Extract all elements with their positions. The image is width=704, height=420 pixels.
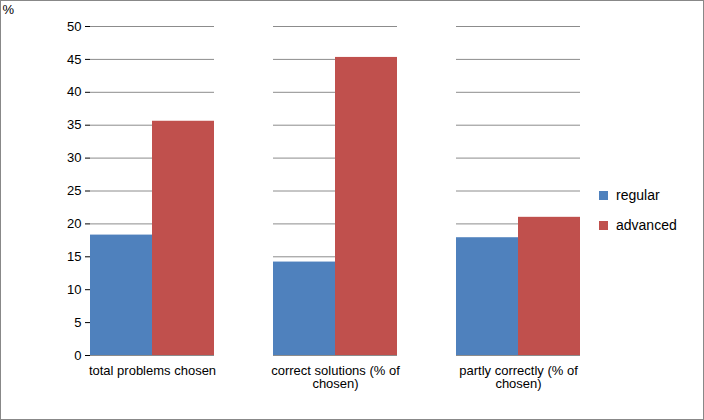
svg-text:%: % <box>3 2 15 17</box>
svg-text:15: 15 <box>67 249 81 264</box>
svg-text:30: 30 <box>67 150 81 165</box>
svg-text:45: 45 <box>67 52 81 67</box>
svg-text:25: 25 <box>67 183 81 198</box>
svg-text:5: 5 <box>74 315 81 330</box>
svg-text:10: 10 <box>67 282 81 297</box>
html-text:regular: regular <box>616 187 660 203</box>
svg-text:40: 40 <box>67 84 81 99</box>
svg-text:0: 0 <box>74 348 81 363</box>
svg-text:total problems chosen: total problems chosen <box>89 363 216 378</box>
svg-text:50: 50 <box>67 19 81 34</box>
html-text:advanced: advanced <box>616 217 677 233</box>
svg-text:partly correctly (% ofchosen): partly correctly (% ofchosen) <box>459 363 578 391</box>
svg-text:35: 35 <box>67 117 81 132</box>
svg-text:20: 20 <box>67 216 81 231</box>
svg-text:correct solutions (% ofchosen): correct solutions (% ofchosen) <box>271 363 400 391</box>
